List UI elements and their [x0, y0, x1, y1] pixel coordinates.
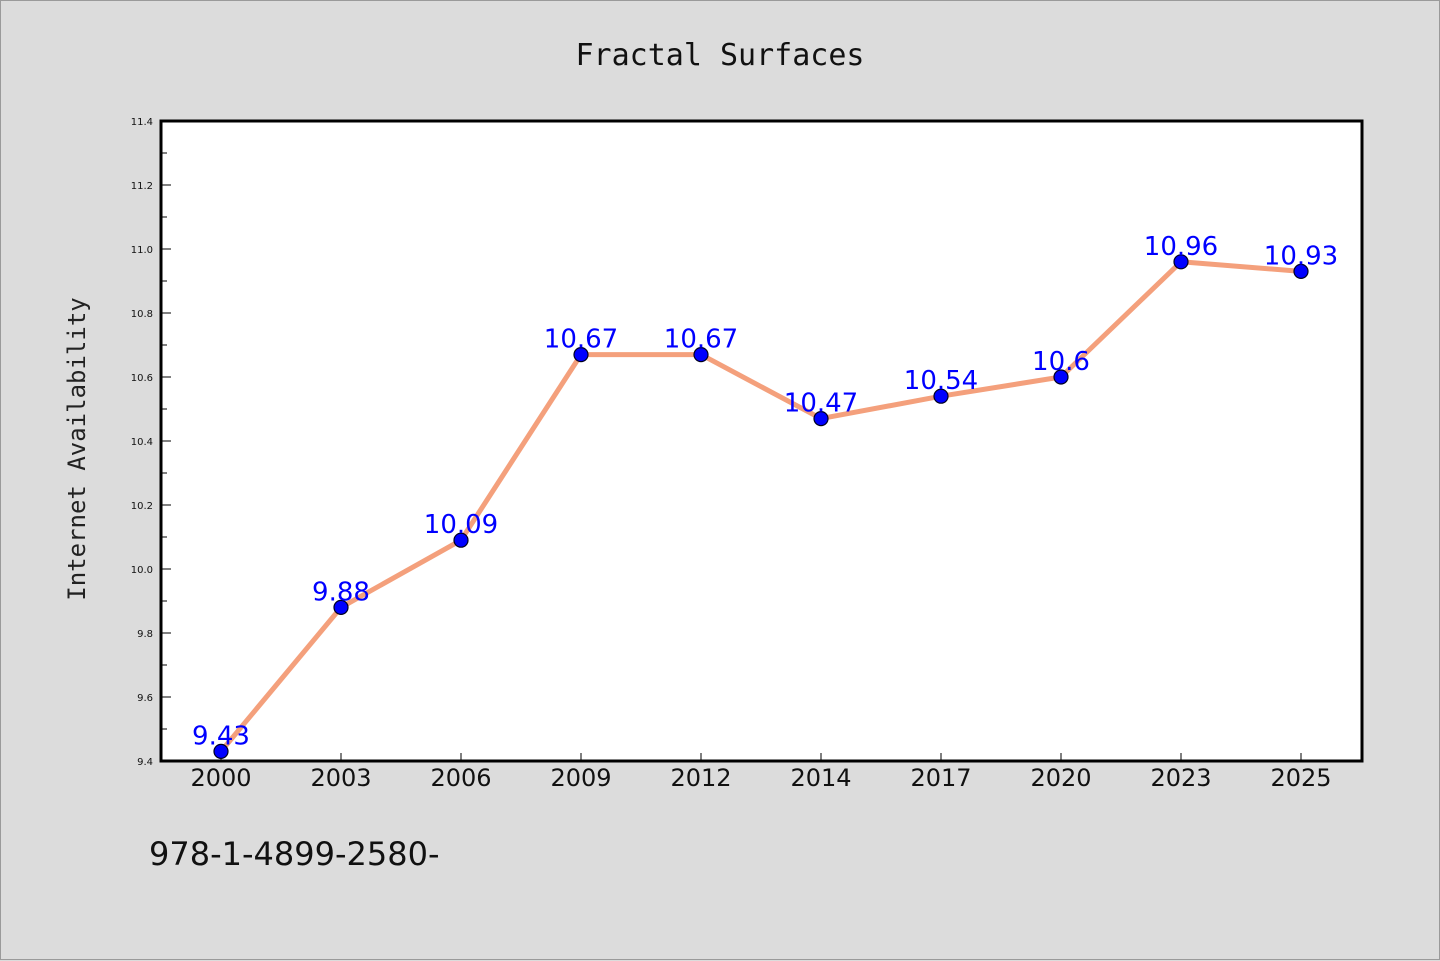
y-axis-label: Internet Availability — [63, 297, 91, 600]
y-tick-label: 9.6 — [137, 693, 153, 704]
y-tick-label: 10.4 — [131, 437, 153, 448]
y-tick-label: 10.8 — [131, 309, 153, 320]
y-tick-label: 10.0 — [131, 565, 153, 576]
x-tick-label: 2003 — [310, 764, 371, 792]
data-point — [933, 388, 949, 404]
data-point — [813, 411, 829, 427]
x-axis: 2000 2003 2006 2009 2012 2014 2017 2020 2023 2025 — [190, 753, 1332, 792]
data-label: 10.93 — [1264, 241, 1338, 271]
data-label: 10.96 — [1144, 232, 1218, 262]
data-point — [1173, 254, 1189, 270]
data-point — [1053, 369, 1069, 385]
y-axis: 9.4 9.6 9.8 10.0 10.2 10.4 10.6 10.8 11.0 11.2 11.… — [131, 117, 171, 768]
data-point — [693, 347, 709, 363]
x-tick-label: 2012 — [670, 764, 731, 792]
x-tick-label: 2006 — [430, 764, 491, 792]
chart-title: Fractal Surfaces — [576, 38, 865, 73]
data-label: 9.88 — [312, 577, 370, 607]
plot-area — [159, 119, 1364, 763]
x-tick-label: 2020 — [1030, 764, 1091, 792]
data-point — [333, 599, 349, 616]
y-tick-label: 11.2 — [131, 181, 153, 192]
x-tick-label: 2000 — [190, 764, 251, 792]
series-layer — [213, 254, 1309, 760]
y-tick-label: 10.6 — [131, 373, 153, 384]
data-label: 10.67 — [544, 325, 618, 355]
data-point — [213, 743, 229, 760]
y-tick-label: 11.4 — [131, 117, 153, 128]
y-tick-label: 10.2 — [131, 501, 153, 512]
y-tick-label: 9.4 — [137, 757, 153, 768]
y-tick-label: 11.0 — [131, 245, 153, 256]
x-tick-label: 2014 — [790, 764, 851, 792]
series-line — [218, 259, 1304, 754]
x-tick-label: 2023 — [1150, 764, 1211, 792]
isbn-footer: 978-1-4899-2580- — [149, 835, 440, 873]
data-label: 10.6 — [1032, 347, 1090, 377]
x-tick-label: 2017 — [910, 764, 971, 792]
data-labels-layer: 9.43 9.88 10.09 10.67 10.67 10.47 10.54 10.6 10.… — [192, 232, 1338, 752]
data-label: 10.47 — [784, 389, 858, 419]
data-point — [453, 532, 469, 548]
data-label: 10.54 — [904, 366, 978, 396]
data-label: 10.67 — [664, 325, 738, 355]
data-point — [1293, 263, 1309, 279]
data-label: 10.09 — [424, 510, 498, 540]
x-tick-label: 2009 — [550, 764, 611, 792]
y-tick-label: 9.8 — [137, 629, 153, 640]
data-label: 9.43 — [192, 721, 250, 751]
x-tick-label: 2025 — [1270, 764, 1331, 792]
data-point — [573, 347, 589, 363]
